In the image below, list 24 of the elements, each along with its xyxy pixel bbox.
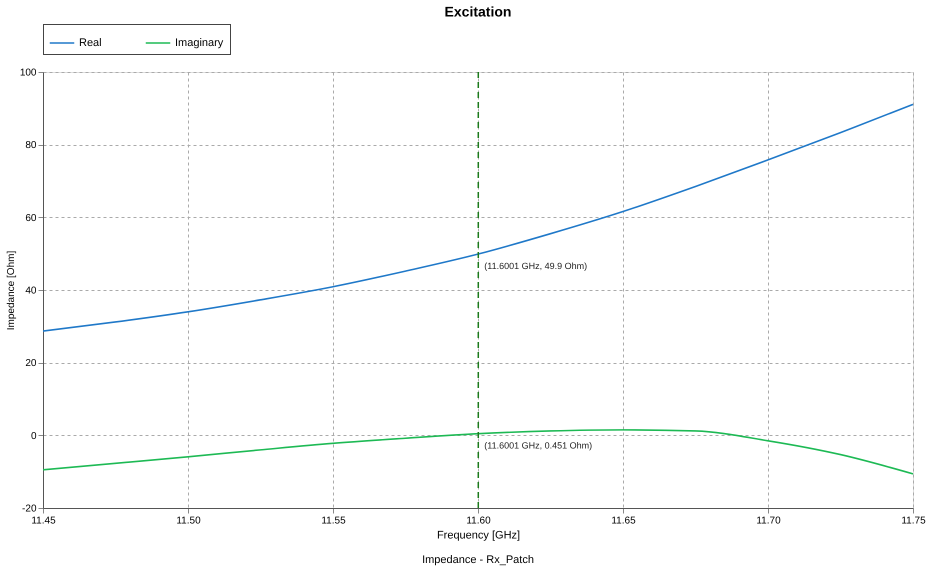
annotation: (11.6001 GHz, 0.451 Ohm) [484,440,592,451]
x-tick-label: 11.75 [901,516,926,526]
y-tick-label: 80 [25,140,37,152]
line-series [42,429,914,475]
y-tick-label: 20 [25,358,37,370]
text: Impedance - Rx_Patch [422,554,534,566]
y-tick-label: -20 [22,504,37,514]
x-tick-label: 11.65 [611,516,636,526]
y-tick-label: 0 [30,430,37,442]
x-axis-title: Frequency [GHz] [436,530,520,542]
y-tick-label: 40 [25,286,37,296]
chart-title: Excitation [444,4,512,20]
annotation: (11.6001 GHz, 49.9 Ohm) [484,261,588,272]
x-tick-label: 11.50 [176,516,202,526]
x-tick-label: 11.55 [321,516,346,526]
line-series [42,104,914,332]
x-tick-label: 11.45 [31,516,56,526]
y-axis-title: Impedance [Ohm] [6,250,17,330]
x-tick-label: 11.60 [466,516,492,526]
x-tick-label: 11.70 [756,516,782,526]
legend-label: Real [79,37,102,49]
legend-label: Imaginary [175,37,224,49]
y-tick-label: 100 [20,68,37,78]
y-tick-label: 60 [25,212,37,224]
